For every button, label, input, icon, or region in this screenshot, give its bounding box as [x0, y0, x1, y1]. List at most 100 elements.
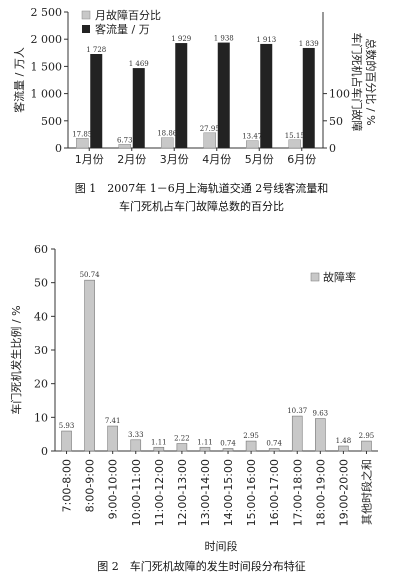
y-tick-label: 2 500 — [31, 6, 63, 19]
data-label-passenger-flow: 1 929 — [171, 35, 191, 43]
x-tick-label: 9:00-10:00 — [107, 459, 120, 519]
bar-fault-percent — [288, 139, 301, 149]
x-tick-label: 8:00-9:00 — [84, 459, 97, 512]
data-label-fault-rate: 0.74 — [220, 440, 236, 448]
x-tick-label: 4月份 — [202, 153, 231, 166]
x-tick-label: 11:00-12:00 — [153, 459, 166, 526]
bar-passenger-flow — [132, 68, 145, 148]
data-label-fault-rate: 1.11 — [151, 438, 167, 446]
x-tick-label: 19:00-20:00 — [337, 459, 350, 526]
x-tick-label: 12:00-13:00 — [176, 459, 189, 526]
y-axis-title: 客流量 / 万人 — [12, 47, 26, 113]
y-tick-label: 20 — [34, 378, 48, 391]
data-label-fault-percent: 18.86 — [157, 130, 178, 138]
data-label-passenger-flow: 1 839 — [299, 40, 319, 48]
bar-fault-rate — [268, 448, 280, 452]
data-label-fault-rate: 2.22 — [174, 435, 190, 443]
bar-fault-percent — [76, 138, 89, 149]
bar-fault-rate — [107, 425, 118, 452]
bar-fault-rate — [199, 446, 211, 452]
data-label-fault-percent: 15.15 — [285, 132, 305, 140]
bar-fault-rate — [315, 418, 326, 452]
y-tick-label: 0 — [41, 445, 48, 458]
bar-fault-rate — [291, 415, 303, 452]
legend-label-fault-percent: 月故障百分比 — [95, 8, 161, 22]
data-label-fault-percent: 13.47 — [242, 133, 262, 141]
y-tick-label: 60 — [34, 243, 48, 256]
bar-fault-rate — [153, 446, 165, 452]
x-tick-label: 15:00-16:00 — [245, 459, 258, 526]
bar-passenger-flow — [260, 43, 273, 148]
y-tick-label: 10 — [34, 411, 48, 424]
x-tick-label: 13:00-14:00 — [199, 459, 212, 526]
bar-fault-rate — [130, 439, 142, 452]
bar-passenger-flow — [217, 42, 230, 148]
bar-fault-rate — [176, 443, 188, 452]
y2-tick-label: 50 — [329, 115, 343, 128]
y-tick-label: 40 — [34, 310, 48, 323]
y2-tick-label: 0 — [329, 142, 336, 155]
data-label-fault-rate: 0.74 — [266, 440, 282, 448]
chart2-caption: 图 2 车门死机故障的发生时间段分布特征 — [97, 560, 306, 573]
bar-passenger-flow — [302, 47, 315, 148]
x-tick-label: 10:00-11:00 — [130, 459, 143, 526]
bar-fault-percent — [161, 137, 174, 149]
data-label-passenger-flow: 1 938 — [214, 35, 234, 43]
bar-fault-rate — [61, 430, 72, 452]
bar-passenger-flow — [175, 43, 188, 148]
data-label-fault-rate: 3.33 — [128, 431, 144, 439]
bar-fault-rate — [338, 445, 349, 452]
x-tick-label: 6月份 — [287, 153, 316, 166]
y-tick-label: 500 — [41, 115, 62, 128]
x-tick-label: 14:00-15:00 — [222, 459, 235, 526]
x-tick-label: 3月份 — [160, 153, 189, 166]
bar-fault-percent — [203, 132, 216, 149]
x-tick-label: 17:00-18:00 — [291, 459, 304, 526]
y-tick-label: 50 — [34, 277, 48, 290]
y2-axis-title-line2: 总数的百分比 / % — [364, 38, 378, 125]
data-label-passenger-flow: 1 469 — [129, 60, 149, 68]
data-label-fault-rate: 7.41 — [105, 417, 121, 425]
x-axis-title: 时间段 — [205, 539, 238, 553]
data-label-fault-rate: 1.48 — [336, 437, 352, 445]
legend-swatch-fault-percent — [81, 10, 91, 20]
data-label-fault-percent: 6.73 — [117, 136, 133, 144]
x-tick-label: 18:00-19:00 — [314, 459, 327, 526]
x-tick-label: 1月份 — [75, 153, 104, 166]
bar-fault-percent — [246, 140, 259, 149]
y-tick-label: 0 — [55, 142, 62, 155]
data-label-fault-rate: 2.95 — [359, 432, 375, 440]
data-label-fault-rate: 5.93 — [59, 422, 75, 430]
y-tick-label: 2 000 — [31, 33, 63, 46]
y2-axis-title-line1: 车门死机占车门故障 — [350, 33, 364, 132]
chart1-caption-line1: 图 1 2007年 1－6月上海轨道交通 2号线客流量和 — [74, 182, 329, 195]
y-tick-label: 30 — [34, 344, 48, 357]
x-tick-label: 5月份 — [245, 153, 274, 166]
data-label-passenger-flow: 1 913 — [256, 36, 276, 44]
legend-swatch-fault-rate — [310, 272, 320, 282]
data-label-fault-rate: 10.37 — [287, 407, 307, 415]
bar-passenger-flow — [90, 53, 103, 149]
data-label-passenger-flow: 1 728 — [86, 46, 106, 54]
bar-fault-rate — [222, 448, 234, 452]
y-tick-label: 1 500 — [31, 60, 63, 73]
data-label-fault-percent: 17.85 — [72, 130, 92, 138]
bar-fault-percent — [118, 144, 131, 149]
legend-swatch-passenger-flow — [82, 25, 90, 33]
x-tick-label: 其他时段之和 — [359, 459, 373, 525]
data-label-fault-rate: 1.11 — [197, 438, 213, 446]
legend-label-fault-rate: 故障率 — [323, 270, 356, 284]
x-tick-label: 16:00-17:00 — [268, 459, 281, 526]
data-label-fault-rate: 2.95 — [243, 432, 259, 440]
data-label-fault-percent: 27.95 — [200, 125, 220, 133]
x-tick-label: 7:00-8:00 — [61, 459, 74, 512]
bar-fault-rate — [245, 440, 257, 452]
y-tick-label: 1 000 — [31, 88, 63, 101]
legend-label-passenger-flow: 客流量 / 万 — [95, 22, 150, 36]
bar-fault-rate — [84, 279, 95, 452]
data-label-fault-rate: 50.74 — [80, 271, 101, 279]
y-axis-title: 车门死机发生比例 / % — [9, 305, 23, 414]
bar-fault-rate — [361, 440, 372, 452]
y2-tick-label: 100 — [329, 88, 350, 101]
